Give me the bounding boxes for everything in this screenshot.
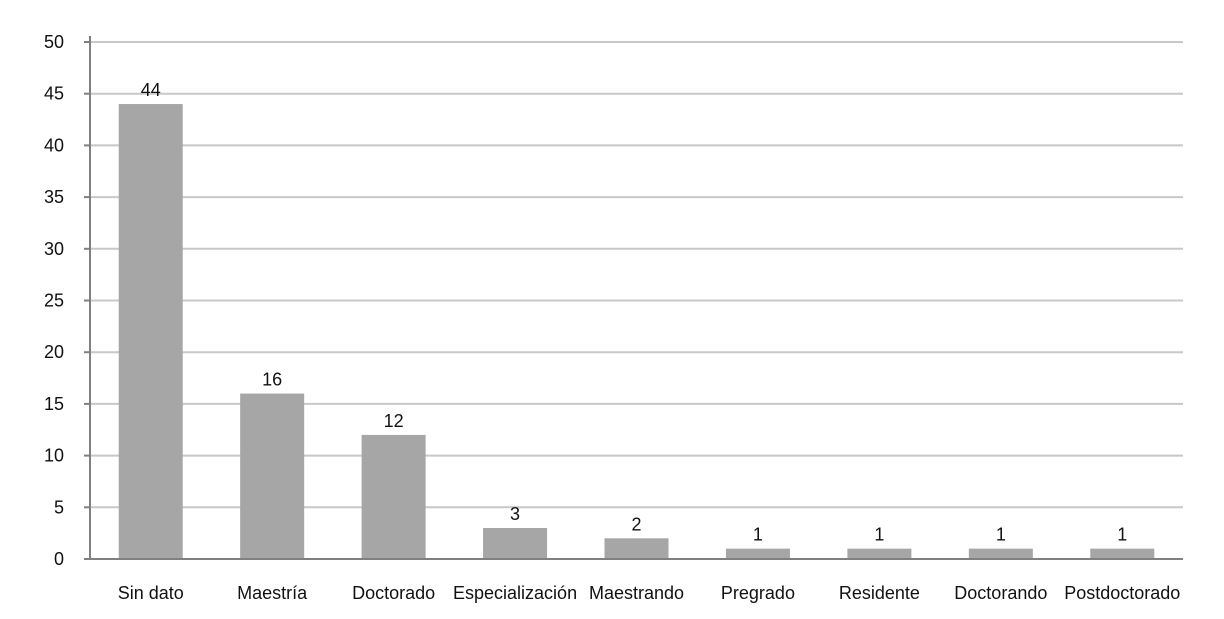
y-tick-label: 0 [54, 549, 64, 569]
y-tick-label: 5 [54, 497, 64, 517]
y-tick-label: 15 [44, 394, 64, 414]
x-category-label: Doctorado [352, 583, 435, 603]
data-label: 3 [510, 504, 520, 524]
bar-maestr-a [240, 393, 305, 559]
x-category-label: Postdoctorado [1064, 583, 1180, 603]
data-label: 1 [1117, 525, 1127, 545]
bar-doctorado [361, 434, 426, 559]
bar-especializaci-n [483, 527, 548, 559]
x-axis-labels: Sin dato Maestría Doctorado Especialización… [118, 583, 1181, 603]
bars [118, 104, 1155, 559]
bar-pregrado [725, 548, 790, 559]
y-axis-ticks: 0 5 10 15 20 25 30 35 40 45 50 [44, 32, 90, 569]
data-label: 2 [631, 514, 641, 534]
y-tick-label: 45 [44, 84, 64, 104]
data-labels: 44 16 12 3 2 1 1 1 1 [141, 80, 1128, 545]
x-category-label: Sin dato [118, 583, 184, 603]
x-category-label: Residente [839, 583, 920, 603]
bar-sin-dato [118, 104, 183, 559]
y-tick-label: 10 [44, 446, 64, 466]
y-tick-label: 40 [44, 135, 64, 155]
x-category-label: Doctorando [954, 583, 1047, 603]
y-tick-label: 35 [44, 187, 64, 207]
y-tick-label: 30 [44, 239, 64, 259]
data-label: 1 [753, 525, 763, 545]
x-category-label: Maestría [237, 583, 308, 603]
x-category-label: Especialización [453, 583, 577, 603]
x-category-label: Maestrando [589, 583, 684, 603]
bar-maestrando [604, 538, 669, 559]
bar-postdoctorado [1090, 548, 1155, 559]
bar-doctorando [968, 548, 1033, 559]
bar-residente [847, 548, 912, 559]
y-tick-label: 20 [44, 342, 64, 362]
data-label: 44 [141, 80, 161, 100]
data-label: 12 [384, 411, 404, 431]
y-tick-label: 25 [44, 291, 64, 311]
data-label: 1 [996, 525, 1006, 545]
data-label: 16 [262, 370, 282, 390]
y-tick-label: 50 [44, 32, 64, 52]
x-category-label: Pregrado [721, 583, 795, 603]
data-label: 1 [874, 525, 884, 545]
